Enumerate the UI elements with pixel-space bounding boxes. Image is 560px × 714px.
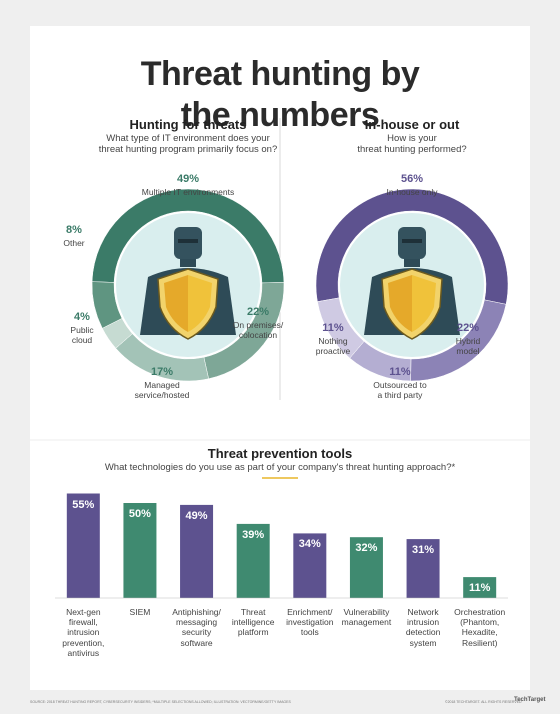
bar <box>66 493 100 598</box>
segment-label: On premises/ colocation <box>232 320 284 341</box>
bar <box>180 504 214 598</box>
bar-value-label: 55% <box>72 498 95 511</box>
bar <box>406 539 440 598</box>
chart-subtitle: What technologies do you use as part of … <box>104 462 456 473</box>
chart-subtitle: How is your threat hunting performed? <box>357 133 467 156</box>
bar-category-label: Vulnerability management <box>341 607 392 628</box>
footer-copyright: ©2018 TECHTARGET. ALL RIGHTS RESERVED <box>445 700 522 704</box>
hero-eyes <box>178 239 198 243</box>
segment-label: In-house only <box>386 187 438 197</box>
bar <box>463 577 497 598</box>
shield-right <box>188 275 212 332</box>
bar-value-label: 32% <box>355 542 378 555</box>
segment-value-label: 49% <box>176 173 200 185</box>
shield-left <box>388 275 412 332</box>
bar-category-label: SIEM <box>129 607 151 617</box>
chart-title: In-house or out <box>364 117 460 132</box>
footer-logo: TechTarget <box>514 697 546 703</box>
segment-value-label: 4% <box>74 311 90 323</box>
bar-category-label: Threat intelligence platform <box>231 607 275 638</box>
bar-category-label: Network intrusion detection system <box>405 607 441 648</box>
bar-category-label: Antiphishing/ messaging security softwar… <box>172 607 221 648</box>
hero-illustration <box>116 213 260 357</box>
donut-segment <box>91 281 123 329</box>
segment-label: Outsourced to a third party <box>373 380 427 401</box>
bar-value-label: 49% <box>185 509 208 522</box>
bar <box>293 533 327 598</box>
segment-value-label: 8% <box>66 224 82 236</box>
bar-value-label: 31% <box>412 544 435 557</box>
segment-value-label: 22% <box>246 306 270 318</box>
shield-right <box>412 275 436 332</box>
segment-value-label: 17% <box>150 366 174 378</box>
segment-value-label: 11% <box>322 322 344 334</box>
segment-value-label: 56% <box>400 173 424 185</box>
bar-value-label: 39% <box>242 528 265 541</box>
segment-value-label: 22% <box>456 322 480 334</box>
segment-label: Nothing proactive <box>315 336 351 357</box>
page-title: Threat hunting by the numbers <box>140 55 420 134</box>
hero-eyes <box>402 239 422 243</box>
chart-title: Hunting for threats <box>129 117 247 132</box>
hero-illustration <box>340 213 484 357</box>
bar-value-label: 50% <box>128 508 151 520</box>
bar <box>236 523 270 598</box>
donut-segment <box>317 297 365 359</box>
bar <box>349 537 383 598</box>
segment-label: Other <box>63 238 85 248</box>
segment-label: Hybrid model <box>455 336 481 357</box>
footer-source: SOURCE: 2018 THREAT HUNTING REPORT, CYBE… <box>30 700 291 704</box>
segment-label: Managed service/hosted <box>134 380 190 401</box>
segment-value-label: 11% <box>389 366 411 378</box>
bar-category-label: Enrichment/ investigation tools <box>286 607 334 638</box>
bar-category-label: Orchestration (Phantom, Hexadite, Resili… <box>454 607 506 648</box>
chart-subtitle: What type of IT environment does your th… <box>98 133 278 156</box>
segment-label: Multiple IT environments <box>141 187 235 197</box>
bar-value-label: 11% <box>468 582 491 595</box>
bar-value-label: 34% <box>298 538 321 551</box>
chart-title: Threat prevention tools <box>207 446 353 461</box>
bar-category-label: Next-gen firewall, intrusion prevention,… <box>62 607 105 658</box>
bar <box>123 503 157 598</box>
shield-left <box>164 275 188 332</box>
donut-segment <box>315 188 509 305</box>
segment-label: Public cloud <box>70 325 94 346</box>
donut-segment <box>91 188 285 284</box>
